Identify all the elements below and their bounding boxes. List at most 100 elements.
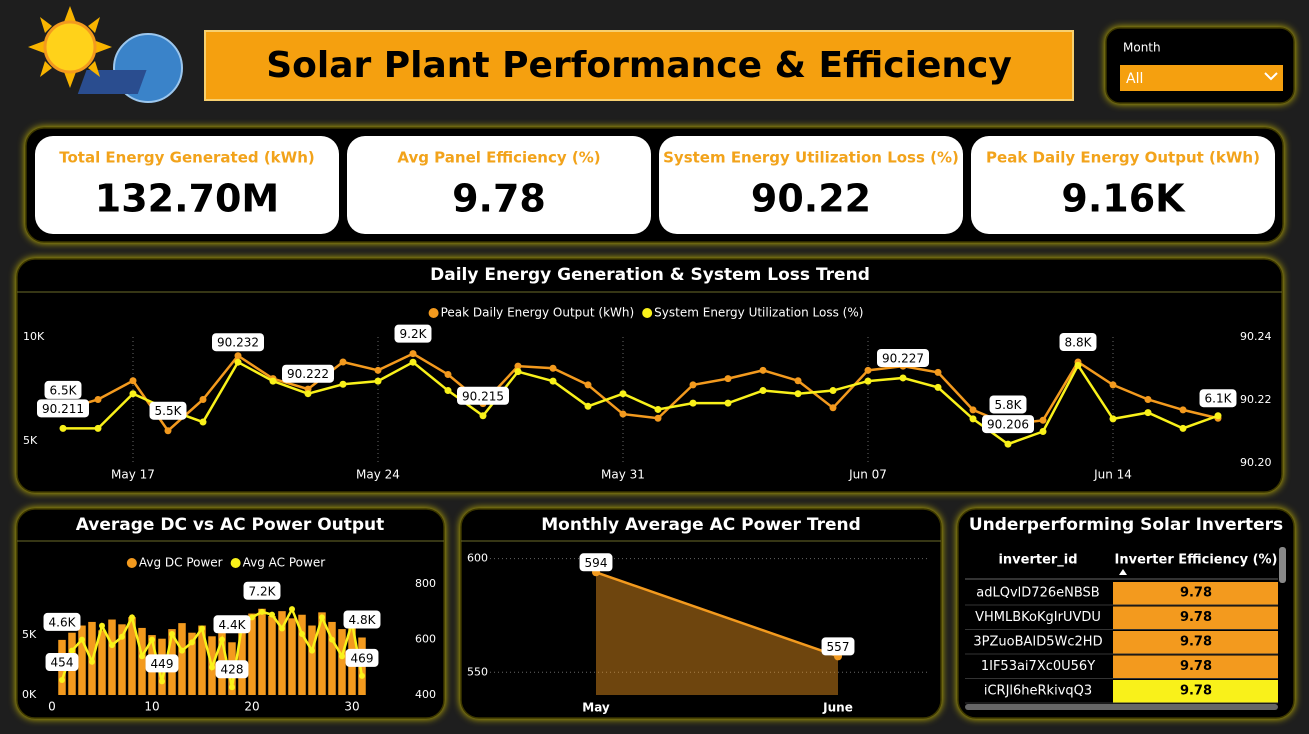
data-label: 90.211 <box>37 399 89 418</box>
table-rows: adLQvlD726eNBSB 9.78 VHMLBKoKgIrUVDU 9.78 3P… <box>965 582 1278 704</box>
point <box>864 366 872 374</box>
kpi-card <box>659 136 963 234</box>
series-line <box>63 360 1219 446</box>
column-header[interactable]: Inverter Efficiency (%) <box>1115 553 1278 568</box>
data-label-text: 4.4K <box>219 618 247 632</box>
kpi-value: 9.16K <box>1061 177 1186 221</box>
point <box>219 636 225 643</box>
dropdown-value[interactable]: All <box>1126 71 1143 87</box>
data-label-text: 90.206 <box>987 418 1029 432</box>
point <box>1214 412 1222 420</box>
data-label-text: 90.215 <box>462 389 504 403</box>
point <box>279 625 285 632</box>
kpi-value: 132.70M <box>95 177 279 221</box>
y2-tick-label: 800 <box>415 577 436 590</box>
chart-title: Daily Energy Generation & System Loss Tr… <box>430 265 870 285</box>
point <box>934 383 942 391</box>
point <box>1004 440 1012 448</box>
column-header[interactable]: inverter_id <box>998 553 1077 568</box>
bar <box>298 614 306 695</box>
point <box>299 631 305 638</box>
data-label: 90.215 <box>457 386 509 405</box>
point <box>374 377 382 385</box>
bar <box>248 613 256 695</box>
point <box>249 614 255 621</box>
logo <box>28 6 183 103</box>
scrollbar[interactable] <box>1279 547 1286 583</box>
data-label: 5.5K <box>149 401 187 420</box>
data-label-box <box>212 333 264 352</box>
data-label-text: 428 <box>221 663 244 677</box>
point <box>59 424 67 432</box>
data-label-text: 7.2K <box>249 584 277 598</box>
kpi-cards: Total Energy Generated (kWh) 132.70M Avg P… <box>35 136 1275 234</box>
point <box>829 404 837 412</box>
data-label-box <box>457 386 509 405</box>
data-label-box <box>1199 389 1237 408</box>
data-label-text: 6.5K <box>50 383 78 397</box>
data-label-box <box>282 364 334 383</box>
point <box>934 368 942 376</box>
bar <box>188 632 196 695</box>
point <box>189 639 195 646</box>
point <box>89 658 95 665</box>
data-label-box <box>215 660 249 679</box>
bar <box>218 620 226 695</box>
value-cell <box>1113 655 1278 678</box>
point <box>654 405 662 413</box>
x-tick-label: 30 <box>344 700 359 714</box>
point <box>119 633 125 640</box>
title-banner <box>204 30 1074 101</box>
data-label-text: 594 <box>585 556 608 570</box>
data-label: 6.5K <box>44 380 82 399</box>
point <box>374 366 382 374</box>
x-tick-label: Jun 14 <box>1093 468 1132 482</box>
data-label-box <box>149 401 187 420</box>
point <box>359 672 365 679</box>
data-label: 6.1K <box>1199 389 1237 408</box>
point <box>444 387 452 395</box>
point <box>514 362 522 370</box>
x-tick-label: 10 <box>144 700 159 714</box>
data-label-box <box>982 415 1034 434</box>
point <box>164 427 172 435</box>
data-label-text: 8.8K <box>1065 335 1093 349</box>
point <box>584 402 592 410</box>
y2-tick-label: 400 <box>415 688 436 701</box>
legend-marker <box>428 308 439 318</box>
point <box>479 412 487 420</box>
y-tick-label: 10K <box>23 330 45 343</box>
bar <box>98 630 106 695</box>
point <box>269 611 275 618</box>
data-label-box <box>579 553 613 572</box>
point <box>654 414 662 422</box>
bar <box>238 624 246 695</box>
point <box>619 390 627 398</box>
kpi-panel <box>25 127 1284 243</box>
data-label: 90.222 <box>282 364 334 383</box>
kpi-value: 90.22 <box>751 177 871 221</box>
data-label-text: 90.232 <box>217 336 259 350</box>
scrollbar[interactable] <box>965 704 1278 710</box>
efficiency-value: 9.78 <box>1180 586 1212 601</box>
inverter-id: VHMLBKoKgIrUVDU <box>975 610 1101 625</box>
data-label: 449 <box>145 654 179 673</box>
point <box>234 358 242 366</box>
month-dropdown[interactable]: All <box>1120 65 1283 91</box>
point <box>1109 415 1117 423</box>
legend-marker <box>642 308 653 318</box>
value-cell <box>1113 582 1278 605</box>
efficiency-value: 9.78 <box>1180 635 1212 650</box>
data-label-box <box>343 610 381 629</box>
point <box>829 387 837 395</box>
point <box>724 375 732 383</box>
bar <box>338 629 346 695</box>
point <box>1039 428 1047 435</box>
kpi-label: System Energy Utilization Loss (%) <box>663 149 959 167</box>
dropdown-box[interactable] <box>1120 65 1283 91</box>
data-label-box <box>213 615 251 634</box>
efficiency-value: 9.78 <box>1180 684 1212 699</box>
point <box>1144 409 1152 417</box>
dropdown-chevron[interactable] <box>1264 72 1278 81</box>
point <box>234 352 242 360</box>
